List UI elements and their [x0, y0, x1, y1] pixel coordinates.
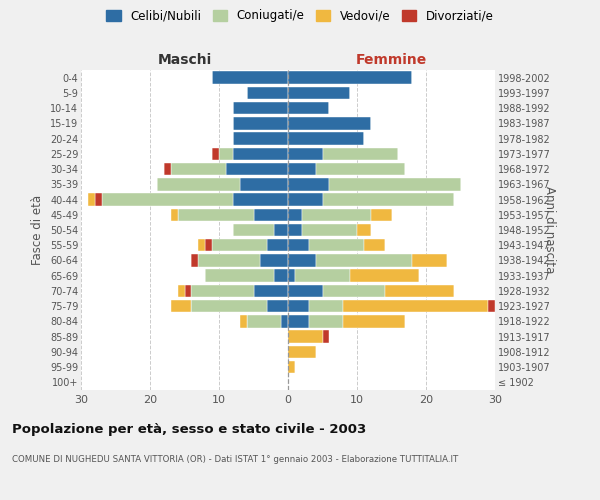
Bar [164, 163, 170, 175]
Text: COMUNE DI NUGHEDU SANTA VITTORIA (OR) - Dati ISTAT 1° gennaio 2003 - Elaborazion: COMUNE DI NUGHEDU SANTA VITTORIA (OR) - … [12, 455, 458, 464]
Bar [323, 330, 329, 343]
Bar [157, 178, 240, 190]
Bar [191, 284, 254, 297]
Bar [247, 315, 281, 328]
Bar [205, 270, 274, 282]
Bar [219, 148, 233, 160]
Bar [240, 178, 288, 190]
Bar [254, 208, 288, 221]
Bar [233, 224, 274, 236]
Bar [178, 284, 185, 297]
Bar [302, 208, 371, 221]
Bar [178, 208, 254, 221]
Bar [350, 270, 419, 282]
Bar [281, 315, 288, 328]
Bar [226, 163, 288, 175]
Bar [198, 239, 205, 252]
Bar [288, 163, 316, 175]
Bar [288, 117, 371, 130]
Bar [288, 239, 309, 252]
Bar [288, 254, 316, 266]
Bar [288, 315, 309, 328]
Bar [364, 239, 385, 252]
Bar [268, 239, 288, 252]
Bar [212, 239, 268, 252]
Bar [268, 300, 288, 312]
Bar [205, 239, 212, 252]
Bar [288, 132, 364, 145]
Bar [233, 117, 288, 130]
Bar [288, 86, 350, 99]
Bar [274, 224, 288, 236]
Bar [191, 300, 268, 312]
Bar [288, 330, 323, 343]
Text: Femmine: Femmine [356, 54, 427, 68]
Bar [101, 194, 233, 206]
Bar [288, 178, 329, 190]
Bar [233, 194, 288, 206]
Bar [288, 102, 329, 115]
Bar [288, 148, 323, 160]
Bar [488, 300, 495, 312]
Bar [274, 270, 288, 282]
Bar [185, 284, 191, 297]
Bar [233, 102, 288, 115]
Bar [212, 148, 219, 160]
Bar [288, 72, 412, 84]
Bar [343, 315, 406, 328]
Text: Popolazione per età, sesso e stato civile - 2003: Popolazione per età, sesso e stato civil… [12, 422, 366, 436]
Bar [288, 284, 323, 297]
Bar [357, 224, 371, 236]
Bar [170, 163, 226, 175]
Bar [170, 208, 178, 221]
Bar [247, 86, 288, 99]
Bar [212, 72, 288, 84]
Text: Maschi: Maschi [157, 54, 212, 68]
Bar [288, 346, 316, 358]
Bar [260, 254, 288, 266]
Bar [323, 284, 385, 297]
Bar [288, 194, 323, 206]
Bar [295, 270, 350, 282]
Bar [288, 224, 302, 236]
Bar [323, 148, 398, 160]
Bar [309, 315, 343, 328]
Bar [288, 270, 295, 282]
Bar [288, 208, 302, 221]
Bar [329, 178, 461, 190]
Bar [191, 254, 198, 266]
Y-axis label: Anni di nascita: Anni di nascita [543, 186, 556, 274]
Bar [316, 254, 412, 266]
Bar [343, 300, 488, 312]
Bar [170, 300, 191, 312]
Bar [240, 315, 247, 328]
Bar [316, 163, 406, 175]
Bar [88, 194, 95, 206]
Y-axis label: Fasce di età: Fasce di età [31, 195, 44, 265]
Bar [309, 300, 343, 312]
Legend: Celibi/Nubili, Coniugati/e, Vedovi/e, Divorziati/e: Celibi/Nubili, Coniugati/e, Vedovi/e, Di… [103, 6, 497, 26]
Bar [233, 148, 288, 160]
Bar [323, 194, 454, 206]
Bar [95, 194, 101, 206]
Bar [371, 208, 392, 221]
Bar [198, 254, 260, 266]
Bar [385, 284, 454, 297]
Bar [309, 239, 364, 252]
Bar [254, 284, 288, 297]
Bar [288, 361, 295, 374]
Bar [302, 224, 357, 236]
Bar [288, 300, 309, 312]
Bar [412, 254, 447, 266]
Bar [233, 132, 288, 145]
